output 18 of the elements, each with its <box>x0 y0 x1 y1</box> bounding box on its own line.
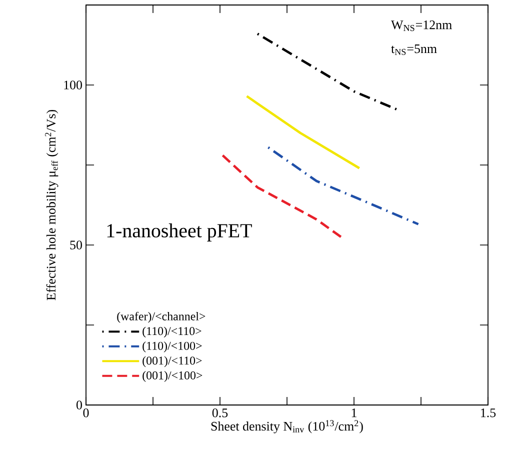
annotation: 1-nanosheet pFET <box>107 223 252 242</box>
legend-label: (110)/<100> <box>142 341 202 352</box>
line-series <box>267 146 420 226</box>
y-tick-label: 50 <box>70 240 82 250</box>
y-tick-label: 0 <box>76 400 82 410</box>
x-tick-label: 0 <box>83 408 89 418</box>
annotation: W$_{NS}$=12nm <box>391 20 452 32</box>
legend-label: (001)/<110> <box>142 356 202 368</box>
x-tick-label: 0.5 <box>212 408 228 418</box>
y-axis-title: Effective hole mobility μ$_{eff}$ (cm$^{2}$/Vs) <box>45 110 58 300</box>
legend-title: (wafer)/<channel> <box>117 312 206 323</box>
y-tick-label: 100 <box>64 80 82 90</box>
annotation: t$_{NS}$=5nm <box>391 44 437 55</box>
x-tick-label: 1.5 <box>481 408 496 418</box>
x-axis-title: Sheet density N$_{inv}$ (10$^{13}$/cm$^{2}$) <box>211 420 363 434</box>
legend-label: (001)/<100> <box>142 371 202 382</box>
x-tick-label: 1 <box>352 408 356 418</box>
legend-label: (110)/<110> <box>142 326 202 338</box>
